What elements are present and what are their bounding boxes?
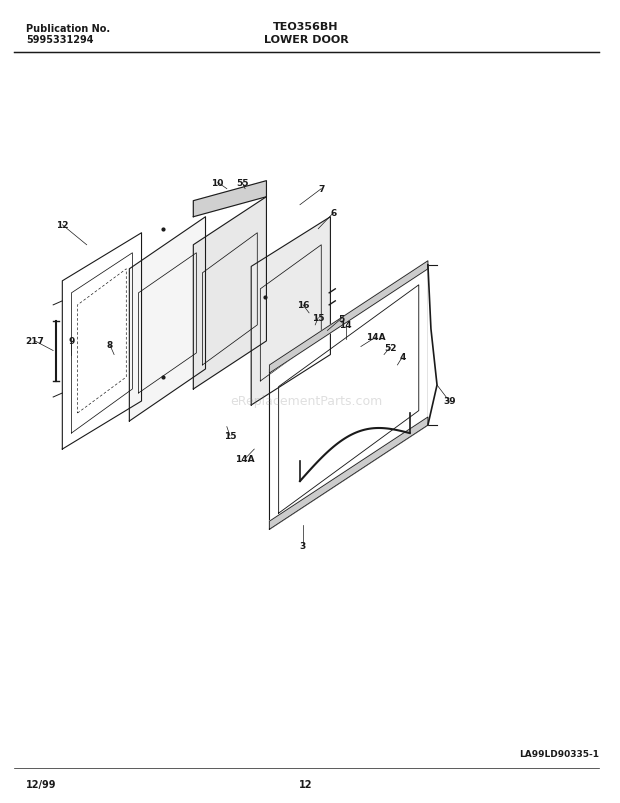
Text: 12: 12 bbox=[299, 779, 312, 789]
Text: 55: 55 bbox=[236, 178, 249, 188]
Text: 7: 7 bbox=[318, 185, 324, 194]
Text: LA99LD90335-1: LA99LD90335-1 bbox=[520, 749, 600, 758]
Polygon shape bbox=[428, 266, 437, 426]
Polygon shape bbox=[63, 234, 141, 450]
Polygon shape bbox=[270, 266, 428, 529]
Text: 3: 3 bbox=[300, 541, 306, 550]
Text: 8: 8 bbox=[107, 341, 113, 350]
Text: 15: 15 bbox=[224, 431, 236, 440]
Text: 39: 39 bbox=[443, 397, 456, 406]
Polygon shape bbox=[270, 418, 428, 529]
Polygon shape bbox=[193, 181, 267, 218]
Text: 52: 52 bbox=[384, 344, 396, 353]
Text: 5: 5 bbox=[339, 315, 345, 324]
Text: eReplacementParts.com: eReplacementParts.com bbox=[230, 395, 382, 408]
Polygon shape bbox=[251, 218, 330, 406]
Text: 15: 15 bbox=[312, 314, 324, 323]
Polygon shape bbox=[270, 262, 428, 373]
Text: LOWER DOOR: LOWER DOOR bbox=[264, 35, 348, 45]
Text: 14A: 14A bbox=[236, 454, 255, 463]
Text: 12/99: 12/99 bbox=[26, 779, 56, 789]
Polygon shape bbox=[193, 198, 267, 389]
Text: 4: 4 bbox=[399, 353, 405, 362]
Text: 10: 10 bbox=[211, 178, 224, 188]
Text: 6: 6 bbox=[330, 209, 337, 218]
Text: 14A: 14A bbox=[366, 333, 386, 342]
Text: Publication No.: Publication No. bbox=[26, 24, 110, 35]
Text: TEO356BH: TEO356BH bbox=[273, 22, 339, 32]
Text: 9: 9 bbox=[68, 337, 74, 346]
Text: 12: 12 bbox=[56, 221, 69, 230]
Text: 16: 16 bbox=[297, 301, 309, 310]
Polygon shape bbox=[130, 218, 205, 422]
Text: 5995331294: 5995331294 bbox=[26, 35, 93, 45]
Text: 14: 14 bbox=[339, 321, 352, 330]
Text: 217: 217 bbox=[25, 337, 45, 346]
